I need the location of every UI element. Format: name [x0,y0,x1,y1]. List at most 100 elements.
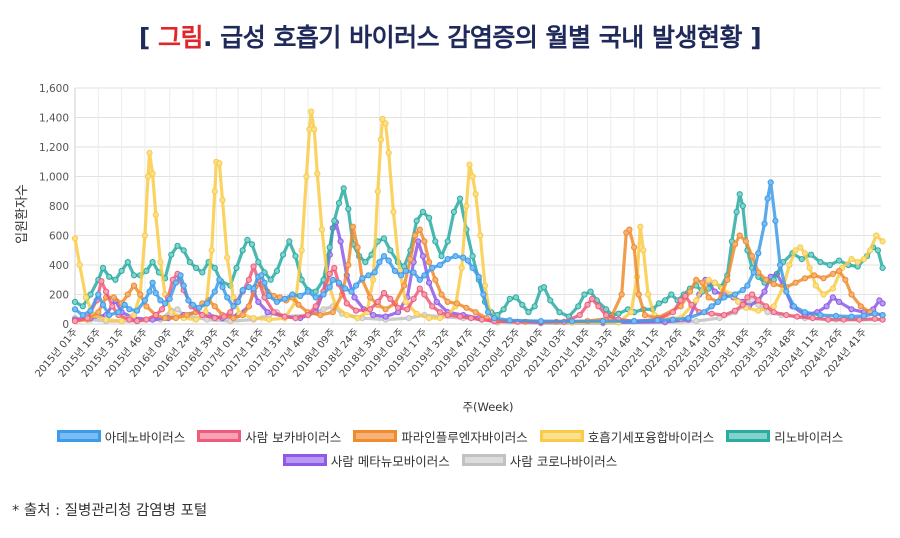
data-point [110,294,117,301]
data-point [797,244,804,251]
data-point [731,291,739,298]
data-point [635,291,642,298]
data-point [736,191,743,198]
data-point [281,313,288,320]
data-point [879,264,886,271]
data-point [829,285,837,292]
title-close-bracket: ] [750,23,762,52]
data-point [419,253,426,260]
data-point [245,303,252,310]
data-point [376,259,383,266]
legend-item[interactable]: 파라인플루엔자바이러스 [353,427,528,446]
data-point [806,264,813,271]
data-point [326,284,333,291]
y-axis-title: 입원환자수 [15,184,30,244]
data-point [193,316,200,323]
series-5 [71,185,886,320]
data-point [432,238,439,245]
data-point [848,306,855,313]
data-point [289,291,296,298]
data-point [860,256,868,263]
series-4 [71,108,886,326]
data-point [180,282,187,289]
data-point [71,235,79,242]
data-point [244,236,251,243]
data-point [599,318,607,325]
data-point [458,264,465,271]
legend-item[interactable]: 사람 메타뉴모바이러스 [282,451,450,470]
legend-item[interactable]: 호흡기세포융합바이러스 [539,427,714,446]
data-point [767,179,774,186]
data-point [168,251,175,258]
data-point [736,232,743,239]
data-point [540,284,548,291]
data-point [211,315,218,322]
data-point [137,291,144,298]
data-point [463,304,470,311]
data-point [749,253,756,260]
data-point [382,313,389,320]
data-point [836,298,843,305]
data-point [230,315,237,322]
data-point [640,247,647,254]
data-point [669,316,677,323]
data-point [216,160,223,167]
data-point [219,197,226,204]
data-point [152,312,159,319]
data-point [405,315,412,322]
data-point [832,312,840,319]
data-point [320,291,327,298]
data-point [203,300,211,307]
data-point [374,188,381,195]
legend-item[interactable]: 리노바이러스 [726,427,843,446]
data-point [273,298,280,305]
data-point [103,316,110,323]
data-point [219,284,226,291]
data-point [79,312,86,319]
data-point [693,318,700,325]
legend-item[interactable]: 사람 보카바이러스 [197,427,341,446]
data-point [130,272,138,279]
data-point [631,318,638,325]
data-point [261,279,268,286]
data-point [469,264,476,271]
data-point [121,301,128,308]
data-point [239,247,246,254]
data-point [485,309,492,316]
data-point [404,306,411,313]
data-point [654,317,661,324]
data-point [556,309,563,316]
title-accent: 그림 [158,23,204,52]
data-point [239,287,246,294]
data-point [130,282,138,289]
data-point [314,170,321,177]
data-point [512,294,520,301]
legend-item[interactable]: 아데노바이러스 [56,427,185,446]
data-point [792,247,799,254]
data-point [469,173,476,180]
data-point [286,238,293,245]
data-point [292,315,299,322]
data-point [377,136,384,143]
data-point [820,291,827,298]
legend-swatch [353,430,398,442]
data-point [436,315,444,322]
data-point [472,309,479,316]
data-point [331,217,338,224]
data-point [371,269,378,276]
data-point [71,298,79,305]
data-point [705,294,712,301]
data-point [311,126,318,133]
data-point [595,303,602,310]
data-point [581,291,588,298]
data-point [761,220,768,227]
data-point [158,306,166,313]
data-point [429,264,436,271]
data-point [848,256,855,263]
data-point [867,247,874,254]
data-point [721,294,728,301]
data-point [340,185,347,192]
data-point [415,238,422,245]
legend-item[interactable]: 사람 코로나바이러스 [461,451,617,470]
data-point [87,291,94,298]
